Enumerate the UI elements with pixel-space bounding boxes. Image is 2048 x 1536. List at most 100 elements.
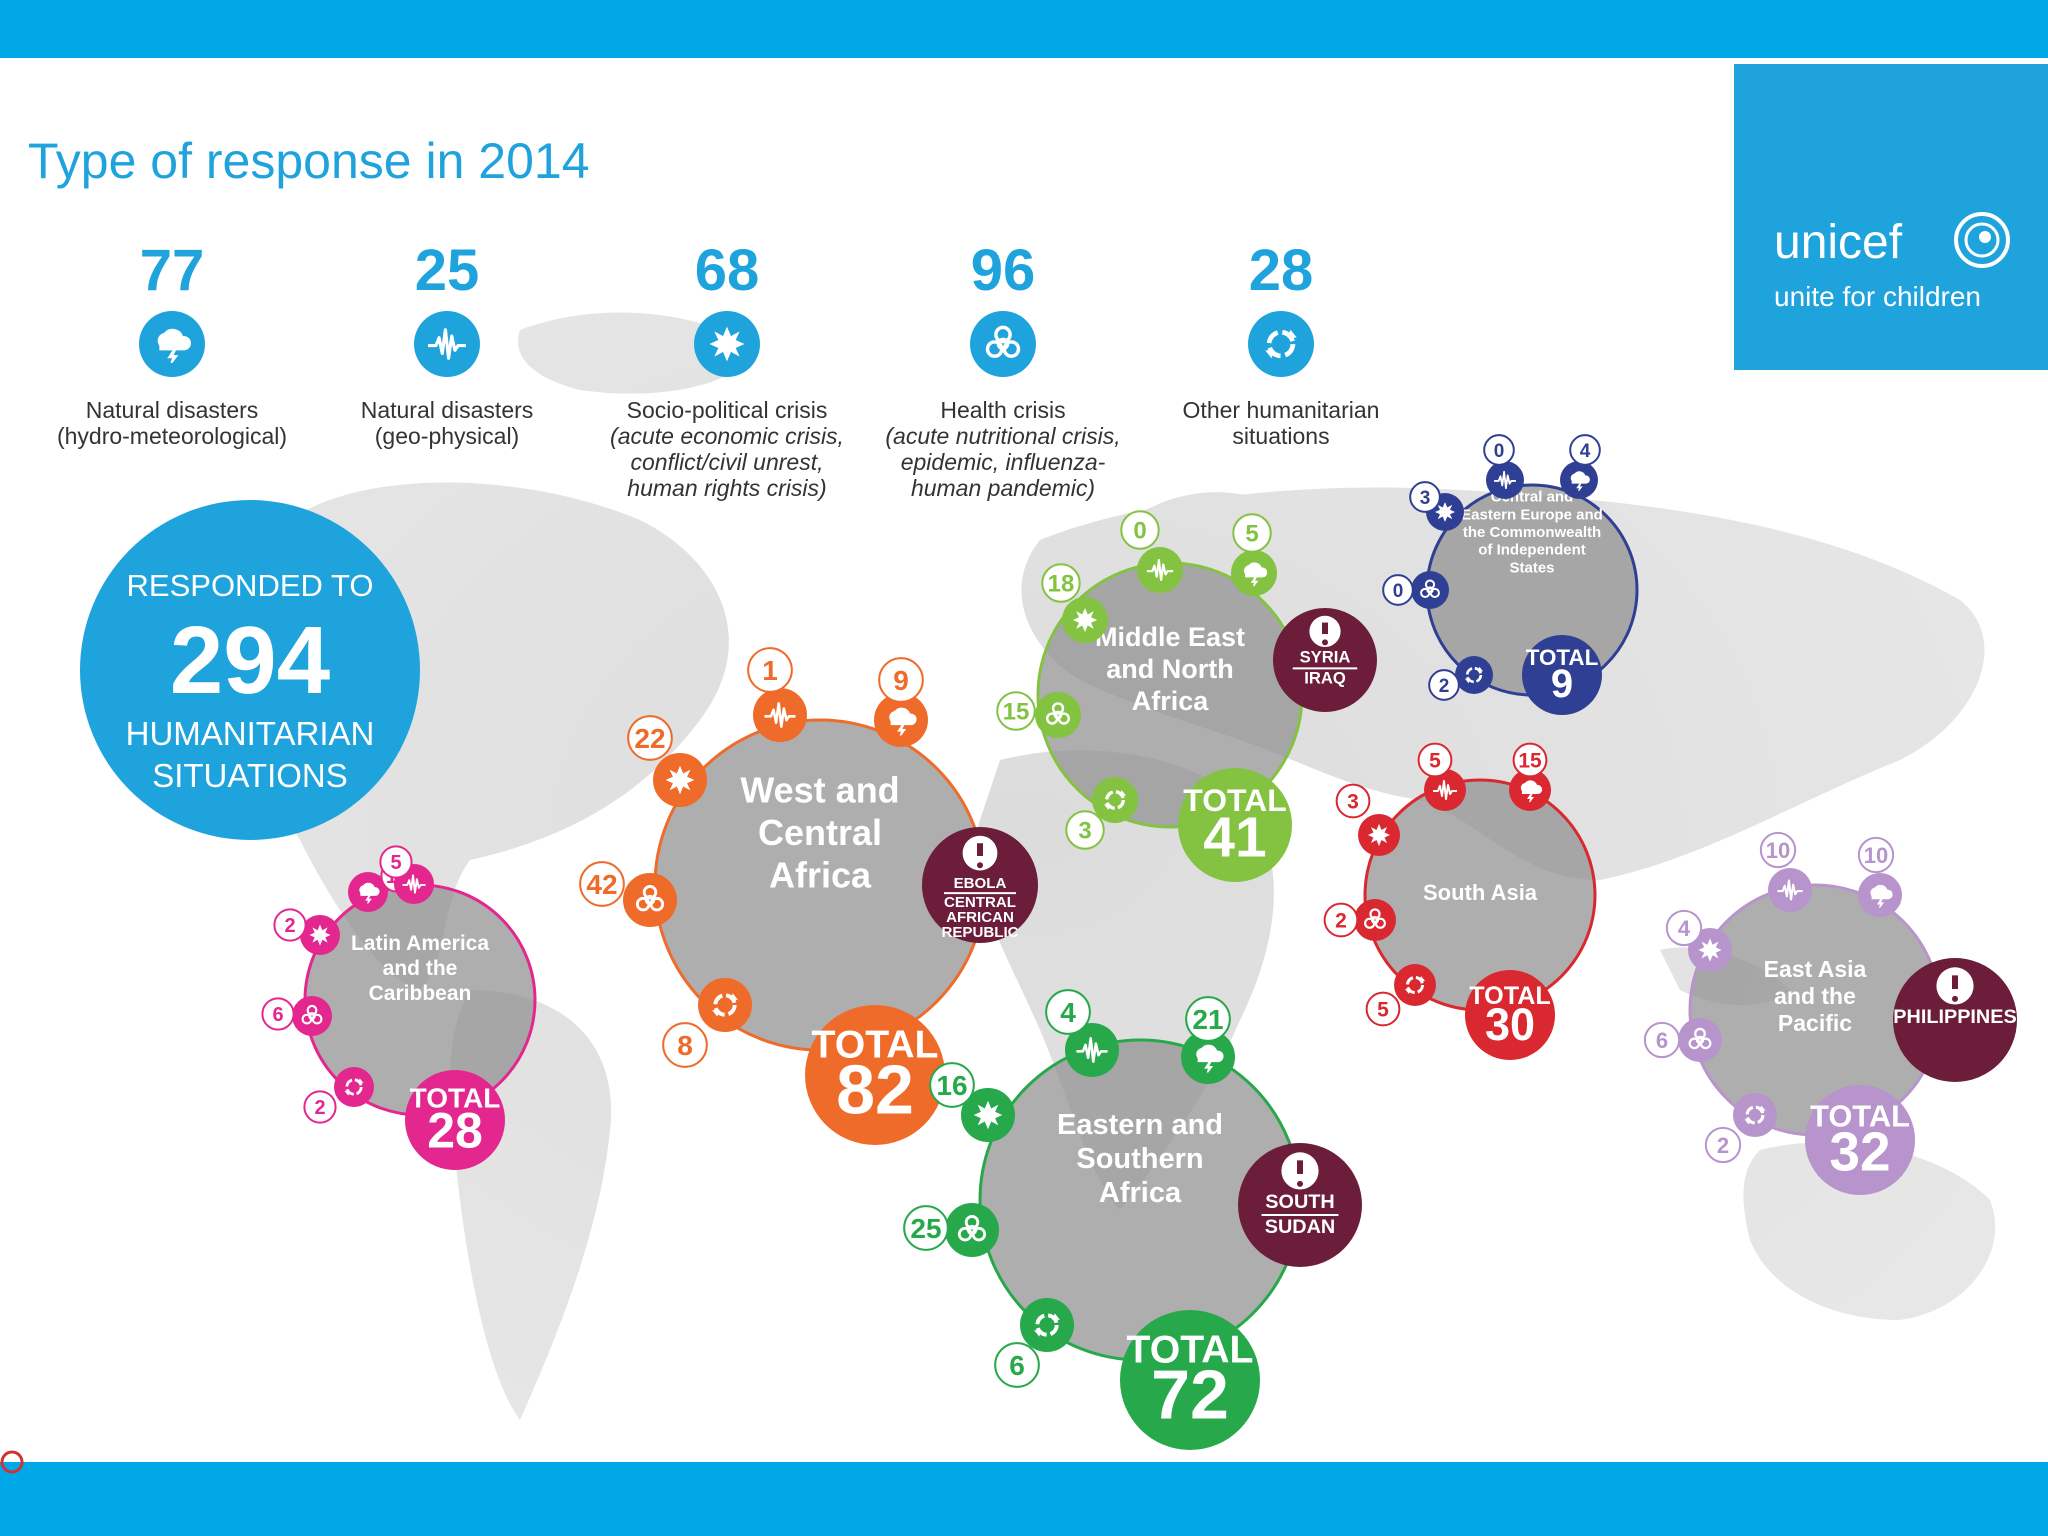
alert-text: AFRICAN (946, 909, 1014, 926)
region-name: of Independent (1478, 542, 1586, 559)
region-count: 10 (1766, 838, 1790, 863)
region-count: 2 (314, 1097, 325, 1119)
alert-text: EBOLA (954, 875, 1007, 892)
total-label: TOTAL (1526, 645, 1599, 670)
region-count: 6 (272, 1004, 283, 1026)
region-count-badge: 15 (1512, 742, 1548, 778)
cycle-icon (698, 978, 752, 1032)
region-count: 16 (936, 1070, 967, 1101)
storm-icon (1560, 461, 1598, 499)
region-alert: PHILIPPINES (1893, 958, 2017, 1082)
region-name: Pacific (1778, 1010, 1852, 1036)
brand-tagline: unite for children (1774, 281, 1981, 312)
cycle-icon (334, 1067, 374, 1107)
cycle-icon (1394, 964, 1436, 1006)
cycle-icon (1020, 1298, 1074, 1352)
brand-name: unicef (1774, 216, 1903, 269)
biohazard-icon (1678, 1018, 1722, 1062)
total-label: TOTAL (1183, 782, 1286, 818)
region-name: Central (758, 812, 882, 853)
region-count-badge: 21 (1185, 996, 1231, 1042)
alert-icon (1281, 1152, 1319, 1190)
region-count: 5 (1245, 521, 1258, 548)
region-count-badge: 0 (1120, 510, 1160, 550)
corner-mark (0, 1450, 24, 1474)
explosion-icon (300, 915, 340, 955)
region-count: 3 (1420, 488, 1431, 509)
biohazard-icon (1411, 571, 1449, 609)
region-count-badge: 6 (261, 997, 295, 1031)
alert-icon (1936, 967, 1974, 1005)
category-label: epidemic, influenza- (901, 449, 1106, 475)
category-count: 25 (415, 238, 480, 303)
category-item: 77 Natural disasters(hydro-meteorological… (57, 238, 287, 449)
region-name: Middle East (1095, 622, 1245, 652)
region-count: 1 (762, 655, 778, 686)
category-label: (acute economic crisis, (610, 423, 844, 449)
region-count: 10 (1864, 843, 1888, 868)
region-count-badge: 3 (1409, 481, 1441, 513)
biohazard-icon (945, 1203, 999, 1257)
explosion-icon (653, 753, 707, 807)
cycle-icon (1248, 311, 1314, 377)
category-label: Other humanitarian (1183, 397, 1380, 423)
region-name: and the (383, 957, 458, 980)
summary-line2: HUMANITARIAN (126, 715, 375, 752)
region-count-badge: 22 (627, 715, 673, 761)
region-name: West and (740, 770, 899, 811)
region-count-badge: 4 (1045, 989, 1091, 1035)
region-name: and the (1774, 983, 1856, 1009)
storm-icon (1509, 769, 1551, 811)
region-count-badge: 6 (994, 1342, 1040, 1388)
category-count: 28 (1249, 238, 1314, 303)
region-count: 3 (1078, 818, 1091, 845)
alert-text: SUDAN (1265, 1216, 1336, 1238)
region-count-badge: 10 (1759, 831, 1797, 869)
explosion-icon (961, 1088, 1015, 1142)
seismic-icon (753, 688, 807, 742)
explosion-icon (1062, 597, 1108, 643)
region-count: 8 (677, 1030, 693, 1061)
region-name: Africa (769, 854, 872, 895)
explosion-icon (1688, 928, 1732, 972)
storm-icon (1858, 873, 1902, 917)
summary-total: 294 (170, 607, 330, 714)
region-count-badge: 2 (1704, 1126, 1742, 1164)
region-count: 2 (1335, 910, 1347, 933)
region-count-badge: 2 (1323, 902, 1359, 938)
region-count-badge: 9 (878, 657, 924, 703)
region-count-badge: 4 (1665, 909, 1703, 947)
alert-icon (962, 835, 998, 871)
region-count-badge: 6 (1643, 1021, 1681, 1059)
category-item: 96 Health crisis(acute nutritional crisis… (885, 238, 1120, 501)
total-value: 30 (1485, 999, 1535, 1050)
emblem-icon (1954, 212, 2010, 268)
category-label: conflict/civil unrest, (630, 449, 823, 475)
summary-line1: RESPONDED TO (127, 568, 374, 603)
storm-icon (139, 311, 205, 377)
region-count-badge: 2 (1428, 669, 1460, 701)
region-count: 22 (634, 723, 665, 754)
category-count: 77 (140, 238, 205, 303)
region-alert: SOUTH SUDAN (1238, 1143, 1362, 1267)
region-count: 0 (1494, 441, 1505, 462)
region-name: Eastern and (1057, 1109, 1223, 1141)
total-label: TOTAL (1469, 982, 1551, 1010)
total-value: 32 (1829, 1120, 1890, 1182)
region-name: South Asia (1423, 880, 1538, 905)
region-count-badge: 2 (303, 1090, 337, 1124)
total-label: TOTAL (410, 1083, 501, 1114)
alert-icon (1309, 615, 1341, 648)
seismic-icon (1424, 769, 1466, 811)
region-count: 3 (1347, 791, 1359, 814)
region-count: 25 (910, 1213, 941, 1244)
category-label: human rights crisis) (627, 475, 826, 501)
